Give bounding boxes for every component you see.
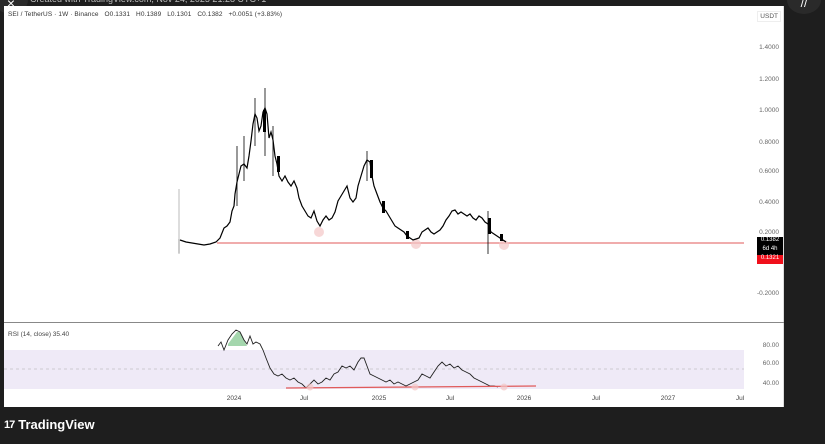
time-tick: 2025 (371, 395, 387, 402)
symbol-name[interactable]: SEI / TetherUS · 1W · Binance (8, 11, 99, 18)
price-tick: 0.4000 (759, 199, 779, 206)
rsi-low-marker (500, 383, 508, 391)
currency-label[interactable]: USDT (757, 11, 781, 22)
time-tick: 2027 (660, 395, 676, 402)
window-caption: Created with TradingView.com, Nov 24, 20… (30, 0, 266, 4)
price-tick: 1.4000 (759, 44, 779, 51)
rsi-low-marker (306, 383, 314, 391)
ohlc-high: H0.1389 (136, 11, 162, 18)
price-tick: 1.2000 (759, 76, 779, 83)
tradingview-logo-icon: 17 (4, 418, 15, 431)
rsi-chart[interactable] (4, 322, 784, 392)
last-price-tag: 0.1382 (757, 237, 783, 246)
time-tick: Jul (735, 395, 745, 402)
time-axis[interactable]: 2024 Jul 2025 Jul 2026 Jul 2027 Jul (4, 392, 784, 407)
price-axis[interactable]: 1.4000 1.2000 1.0000 0.8000 0.6000 0.400… (743, 6, 783, 322)
rsi-tick: 60.00 (762, 360, 779, 367)
next-icon[interactable]: // (787, 0, 821, 14)
rsi-support-line (285, 385, 537, 389)
time-tick: Jul (445, 395, 455, 402)
ohlc-close: C0.1382 (197, 11, 223, 18)
chart-frame: SEI / TetherUS · 1W · Binance O0.1331 H0… (4, 6, 784, 407)
price-tick: 0.2000 (759, 229, 779, 236)
rsi-low-marker (411, 383, 419, 391)
time-tick: 2026 (516, 395, 532, 402)
time-tick: Jul (299, 395, 309, 402)
rsi-band (4, 350, 744, 389)
low-marker (411, 239, 421, 249)
price-tick: -0.2000 (756, 290, 779, 297)
price-tick: 0.6000 (759, 168, 779, 175)
rsi-overbought-fill (228, 332, 247, 346)
price-tick: 0.8000 (759, 139, 779, 146)
rsi-tick: 40.00 (762, 380, 779, 387)
rsi-line (217, 329, 499, 389)
ohlc-change: +0.0051 (+3.83%) (228, 11, 283, 18)
price-tick: 1.0000 (759, 107, 779, 114)
line-price-tag: 0.1321 (757, 255, 783, 264)
low-marker (314, 227, 324, 237)
low-marker (499, 240, 509, 250)
bar-countdown: 6d 4h (757, 246, 783, 255)
candles (178, 88, 507, 254)
window-top-bar: Created with TradingView.com, Nov 24, 20… (0, 0, 825, 6)
brand-name: TradingView (18, 417, 95, 432)
symbol-legend: SEI / TetherUS · 1W · Binance O0.1331 H0… (8, 11, 286, 18)
tradingview-logo[interactable]: 17 TradingView (4, 417, 95, 432)
ohlc-open: O0.1331 (104, 11, 131, 18)
ohlc-low: L0.1301 (167, 11, 192, 18)
pane-divider[interactable] (4, 322, 784, 323)
rsi-legend[interactable]: RSI (14, close) 35.40 (8, 331, 70, 338)
price-chart[interactable] (4, 6, 784, 322)
rsi-tick: 80.00 (762, 342, 779, 349)
time-tick: 2024 (226, 395, 242, 402)
time-tick: Jul (591, 395, 601, 402)
footer: 17 TradingView (0, 407, 825, 444)
